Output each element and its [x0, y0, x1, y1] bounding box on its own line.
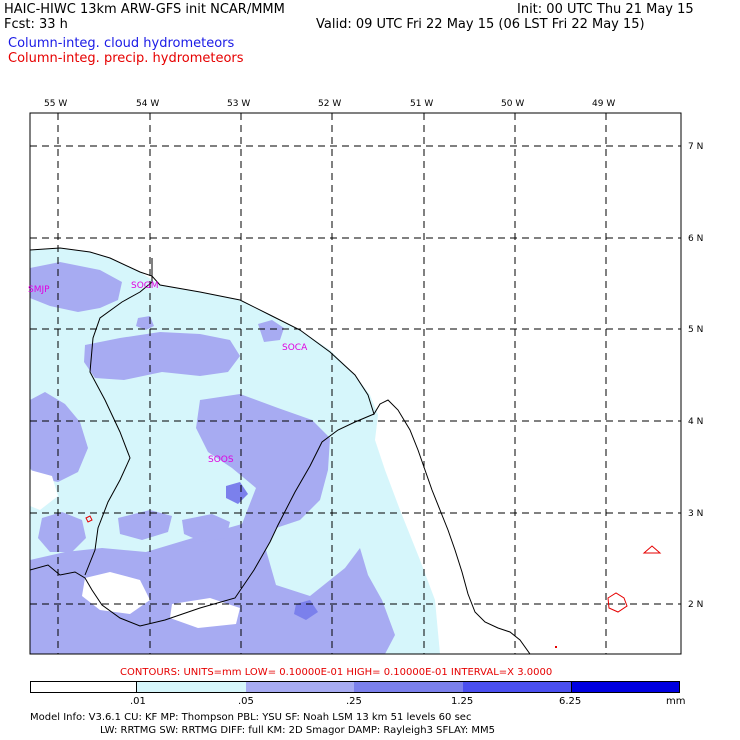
lat-label: 7 N	[688, 142, 703, 152]
color-bar-segment	[354, 681, 463, 693]
color-bar-segment	[571, 681, 680, 693]
init-time: Init: 00 UTC Thu 21 May 15	[517, 2, 694, 17]
lat-label: 6 N	[688, 234, 703, 244]
lat-label: 5 N	[688, 325, 703, 335]
lat-label: 2 N	[688, 600, 703, 610]
graticule	[30, 113, 681, 654]
shaded-field	[30, 248, 440, 654]
color-bar-segment	[137, 681, 246, 693]
lon-label: 53 W	[227, 99, 250, 109]
station-soos: SOOS	[208, 455, 234, 465]
lat-labels: 7 N 6 N 5 N 4 N 3 N 2 N	[688, 142, 703, 610]
lon-labels: 55 W 54 W 53 W 52 W 51 W 50 W 49 W	[44, 99, 615, 109]
model-info-line1: Model Info: V3.6.1 CU: KF MP: Thompson P…	[30, 712, 472, 723]
field-cloud-hydrometeors: Column-integ. cloud hydrometeors	[8, 36, 235, 51]
map-frame	[29, 112, 682, 655]
station-sogm: SOGM	[131, 281, 159, 291]
station-labels: SMJP SOGM SOCA SOOS	[28, 281, 308, 465]
station-smjp: SMJP	[28, 285, 50, 295]
lat-label: 3 N	[688, 509, 703, 519]
cloud-area-dark	[226, 482, 318, 620]
forecast-hour: Fcst: 33 h	[4, 17, 68, 32]
color-bar-segment	[246, 681, 354, 693]
station-soca: SOCA	[282, 343, 308, 353]
color-bar-label: 6.25	[559, 696, 582, 707]
plot-title: HAIC-HIWC 13km ARW-GFS init NCAR/MMM	[4, 2, 285, 17]
lon-label: 51 W	[410, 99, 433, 109]
lon-label: 50 W	[501, 99, 524, 109]
lon-label: 49 W	[592, 99, 615, 109]
color-bar-units: mm	[666, 696, 686, 707]
color-bar-label: .25	[346, 696, 362, 707]
valid-time: Valid: 09 UTC Fri 22 May 15 (06 LST Fri …	[316, 17, 645, 32]
field-precip-hydrometeors: Column-integ. precip. hydrometeors	[8, 51, 244, 66]
model-info-line2: LW: RRTMG SW: RRTMG DIFF: full KM: 2D Sm…	[100, 725, 496, 736]
coastline	[30, 247, 531, 654]
color-bar-label: .05	[238, 696, 254, 707]
contours-info: CONTOURS: UNITS=mm LOW= 0.10000E-01 HIGH…	[120, 667, 553, 678]
color-bar-label: 1.25	[451, 696, 474, 707]
lon-label: 52 W	[318, 99, 341, 109]
lon-label: 54 W	[136, 99, 159, 109]
precip-dots	[555, 646, 557, 648]
lon-label: 55 W	[44, 99, 67, 109]
color-bar-segment	[30, 681, 137, 693]
precip-contours	[85, 515, 662, 613]
color-bar-label: .01	[130, 696, 146, 707]
lat-label: 4 N	[688, 417, 703, 427]
color-bar-segment	[463, 681, 571, 693]
